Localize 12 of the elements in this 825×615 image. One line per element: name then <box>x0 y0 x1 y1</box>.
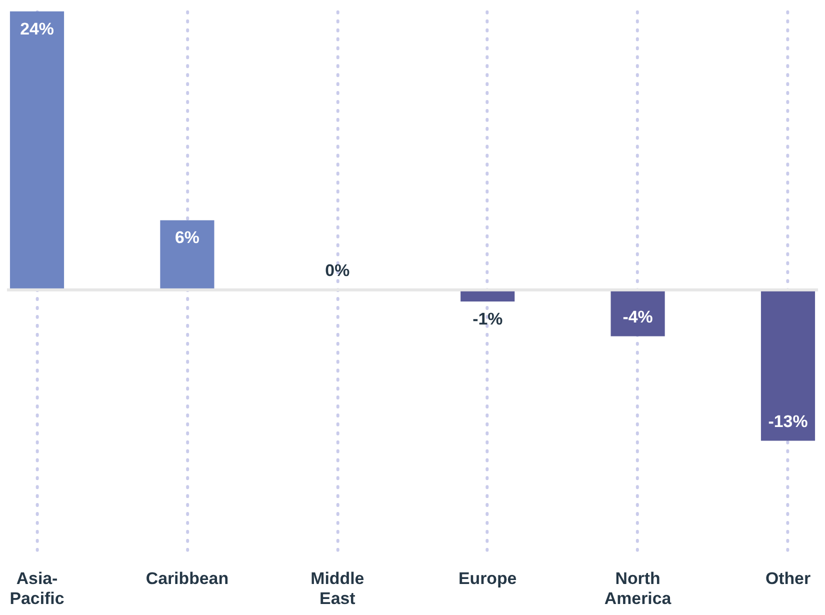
x-tick-label: Europe <box>458 569 517 588</box>
x-tick-label: Asia-Pacific <box>10 569 64 608</box>
data-label: -13% <box>768 412 808 431</box>
x-tick-label: Caribbean <box>146 569 229 588</box>
data-label: 6% <box>174 228 200 248</box>
data-label: 24% <box>20 19 54 38</box>
x-tick-label: North America <box>604 569 672 608</box>
x-tick-label: Other <box>765 569 811 588</box>
data-label: 0% <box>325 260 350 280</box>
data-label: -4% <box>622 307 653 326</box>
data-label: -1% <box>472 309 503 328</box>
x-tick-label: Middle East <box>310 569 364 608</box>
